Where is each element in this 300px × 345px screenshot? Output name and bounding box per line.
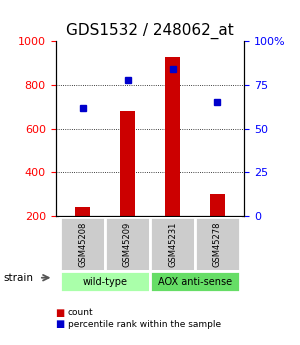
Title: GDS1532 / 248062_at: GDS1532 / 248062_at xyxy=(66,22,234,39)
Text: GSM45278: GSM45278 xyxy=(213,221,222,267)
Text: strain: strain xyxy=(3,273,33,283)
Bar xyxy=(60,272,150,292)
Bar xyxy=(75,207,90,259)
Text: ■: ■ xyxy=(56,308,65,318)
Text: count: count xyxy=(68,308,93,317)
Text: percentile rank within the sample: percentile rank within the sample xyxy=(68,320,220,329)
Text: GSM45208: GSM45208 xyxy=(78,221,87,267)
Bar xyxy=(195,217,240,271)
Text: wild-type: wild-type xyxy=(82,276,128,286)
Text: GSM45231: GSM45231 xyxy=(168,221,177,267)
Bar xyxy=(165,57,180,259)
Text: AOX anti-sense: AOX anti-sense xyxy=(158,276,232,286)
Bar xyxy=(150,272,240,292)
Bar xyxy=(120,111,135,259)
Bar xyxy=(210,194,225,259)
Text: ■: ■ xyxy=(56,319,65,329)
Bar xyxy=(60,217,105,271)
Text: GSM45209: GSM45209 xyxy=(123,221,132,267)
Bar xyxy=(150,217,195,271)
Bar xyxy=(105,217,150,271)
